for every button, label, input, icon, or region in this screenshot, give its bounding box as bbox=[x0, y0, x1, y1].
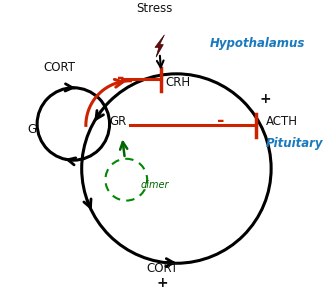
Text: Hypothalamus: Hypothalamus bbox=[210, 37, 305, 50]
Text: Stress: Stress bbox=[136, 2, 172, 15]
Text: G: G bbox=[27, 123, 36, 136]
Text: dimer: dimer bbox=[140, 180, 169, 190]
Polygon shape bbox=[155, 35, 165, 57]
Text: CRH: CRH bbox=[165, 76, 190, 89]
Text: Pituitary: Pituitary bbox=[265, 137, 323, 150]
Text: GR: GR bbox=[109, 115, 126, 128]
Text: CORT: CORT bbox=[43, 61, 75, 74]
Text: CORT: CORT bbox=[147, 262, 178, 275]
Text: -: - bbox=[217, 112, 225, 130]
Text: ACTH: ACTH bbox=[265, 115, 298, 128]
Text: -: - bbox=[117, 69, 125, 87]
Text: +: + bbox=[260, 92, 271, 106]
Text: +: + bbox=[157, 276, 168, 290]
